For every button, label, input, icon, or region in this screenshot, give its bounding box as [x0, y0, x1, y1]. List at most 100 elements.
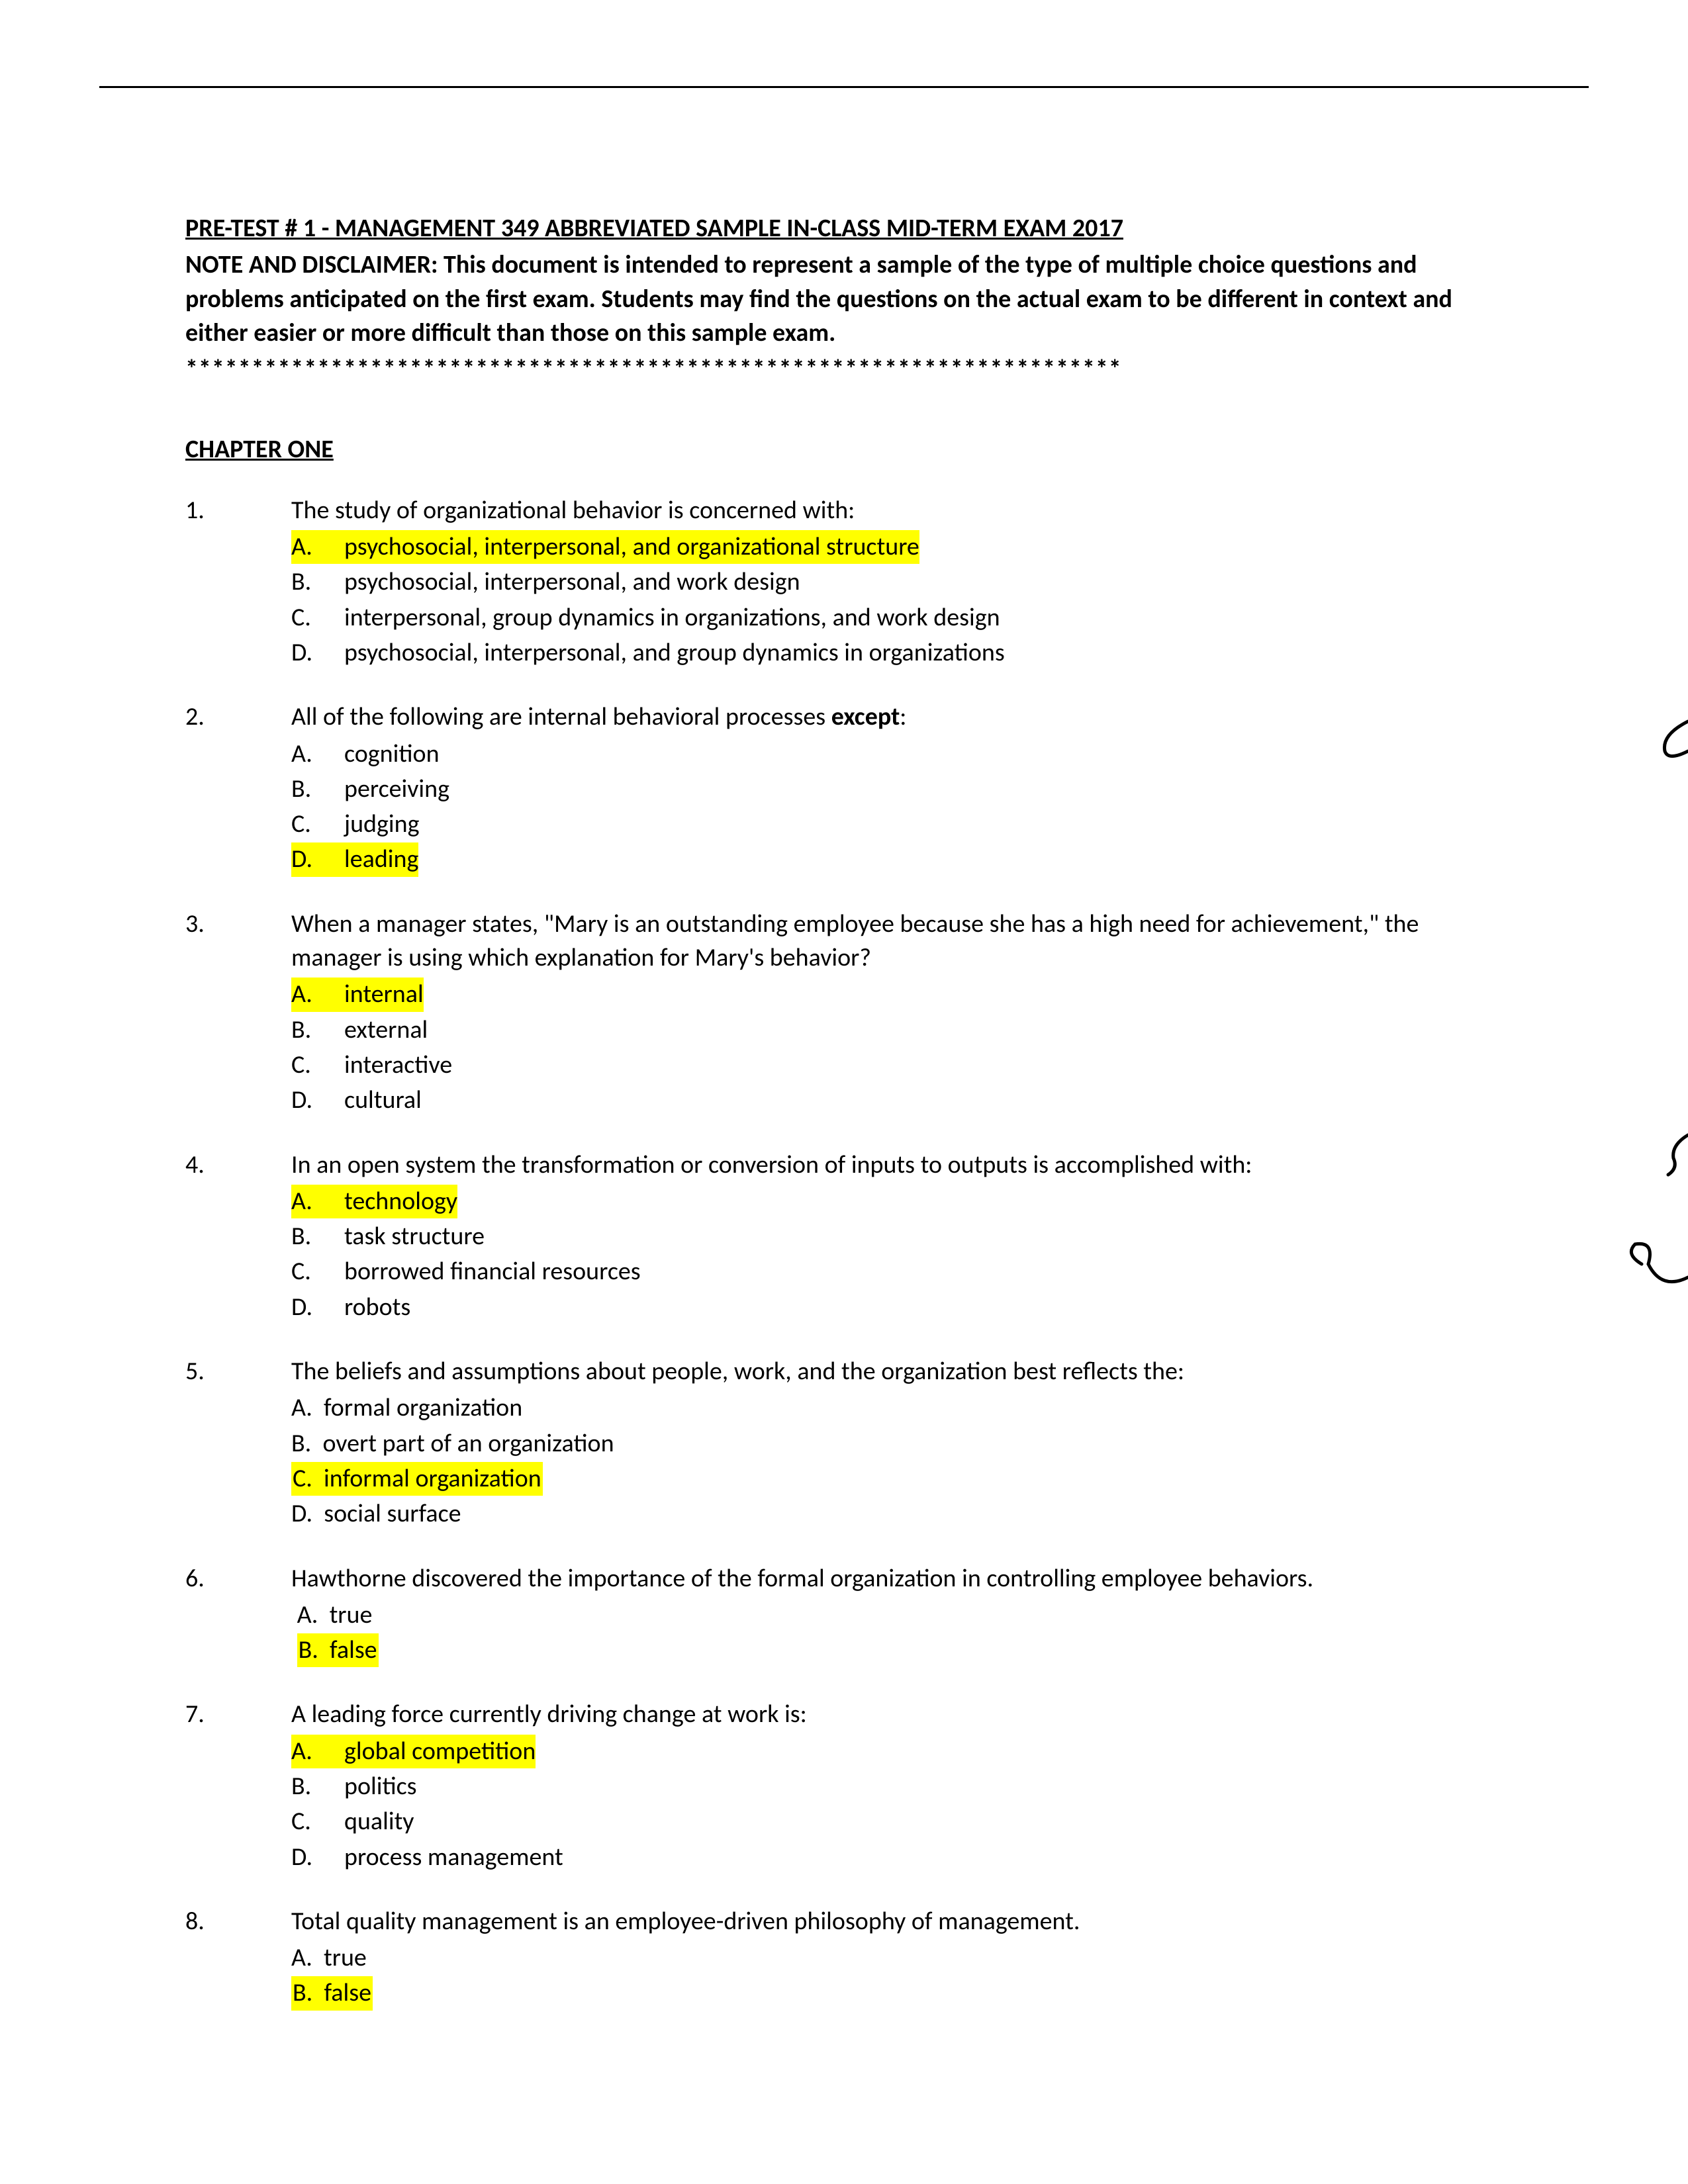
highlight: A.internal: [291, 978, 424, 1011]
option: B.task structure: [291, 1220, 1503, 1253]
option-inline: A. formal organization: [291, 1391, 522, 1425]
option: A.psychosocial, interpersonal, and organ…: [291, 530, 1503, 564]
question-stem: A leading force currently driving change…: [291, 1698, 1503, 1731]
option: C. informal organization: [291, 1462, 1503, 1496]
option-inline: D. social surface: [291, 1497, 461, 1531]
question-body: Total quality management is an employee-…: [291, 1905, 1503, 2011]
question-stem: All of the following are internal behavi…: [291, 700, 1503, 734]
question: 3.When a manager states, "Mary is an out…: [185, 907, 1503, 1118]
option: B.politics: [291, 1770, 1503, 1803]
page: PRE-TEST # 1 - MANAGEMENT 349 ABBREVIATE…: [0, 0, 1688, 2184]
option-text: psychosocial, interpersonal, and group d…: [344, 636, 1503, 670]
option-letter: A.: [291, 978, 344, 1011]
options: A. true B. false: [291, 1598, 1503, 1668]
chapter-heading: CHAPTER ONE: [185, 433, 1503, 467]
question-row: 5.The beliefs and assumptions about peop…: [185, 1355, 1503, 1531]
option: A.internal: [291, 978, 1503, 1011]
option: A. formal organization: [291, 1391, 1503, 1425]
highlight: B. false: [291, 1976, 373, 2010]
option-text: perceiving: [344, 772, 1503, 806]
highlight: B. false: [297, 1633, 379, 1667]
highlight: C. informal organization: [291, 1462, 543, 1496]
disclaimer-label: NOTE AND DISCLAIMER:: [185, 250, 444, 280]
option-letter: B.: [291, 1220, 344, 1253]
option: B.external: [291, 1013, 1503, 1047]
option-text: judging: [344, 807, 1503, 841]
question-number: 3.: [185, 907, 291, 941]
stem-part: All of the following are internal behavi…: [291, 702, 831, 732]
option: D.psychosocial, interpersonal, and group…: [291, 636, 1503, 670]
question: 1.The study of organizational behavior i…: [185, 494, 1503, 670]
highlight: A.psychosocial, interpersonal, and organ…: [291, 530, 919, 564]
option-text: process management: [344, 1841, 1503, 1874]
question-body: All of the following are internal behavi…: [291, 700, 1503, 876]
option-text: task structure: [344, 1220, 1503, 1253]
option-text: psychosocial, interpersonal, and organiz…: [344, 530, 919, 564]
question-row: 1.The study of organizational behavior i…: [185, 494, 1503, 670]
option: B. overt part of an organization: [291, 1427, 1503, 1461]
options: A.cognitionB.perceivingC.judgingD.leadin…: [291, 737, 1503, 877]
option: C.interpersonal, group dynamics in organ…: [291, 601, 1503, 635]
option-letter: C.: [291, 807, 344, 841]
option-letter: B.: [291, 565, 344, 599]
question: 5.The beliefs and assumptions about peop…: [185, 1355, 1503, 1531]
doodle-mark-icon: [1662, 1132, 1688, 1178]
option: D.leading: [291, 842, 1503, 876]
options: A.psychosocial, interpersonal, and organ…: [291, 530, 1503, 670]
option-text: psychosocial, interpersonal, and work de…: [344, 565, 1503, 599]
doodle-mark-icon: [1622, 1218, 1688, 1297]
stem-part: A leading force currently driving change…: [291, 1699, 807, 1729]
question-number: 7.: [185, 1698, 291, 1731]
option-letter: B.: [291, 1013, 344, 1047]
option-inline: A. true: [291, 1941, 367, 1975]
option-text: cultural: [344, 1083, 1503, 1117]
disclaimer: NOTE AND DISCLAIMER: This document is in…: [185, 248, 1503, 350]
doodle-mark-icon: [1648, 715, 1688, 774]
option-letter: D.: [291, 842, 344, 876]
option-letter: A.: [291, 530, 344, 564]
question-number: 6.: [185, 1562, 291, 1596]
stem-part: The beliefs and assumptions about people…: [291, 1356, 1184, 1387]
question: 4.In an open system the transformation o…: [185, 1148, 1503, 1324]
question-stem: The study of organizational behavior is …: [291, 494, 1503, 527]
option: D. social surface: [291, 1497, 1503, 1531]
option: B.perceiving: [291, 772, 1503, 806]
option-text: leading: [344, 842, 418, 876]
option-pad: [291, 1598, 297, 1632]
options: A. formal organizationB. overt part of a…: [291, 1391, 1503, 1531]
option: A.cognition: [291, 737, 1503, 771]
option: D.cultural: [291, 1083, 1503, 1117]
options: A.global competitionB.politicsC.qualityD…: [291, 1735, 1503, 1874]
option-letter: A.: [291, 1735, 344, 1768]
question-number: 2.: [185, 700, 291, 734]
option-letter: A.: [291, 1185, 344, 1218]
option-text: interactive: [344, 1048, 1503, 1082]
option: C.judging: [291, 807, 1503, 841]
question: 7.A leading force currently driving chan…: [185, 1698, 1503, 1874]
stem-part: Total quality management is an employee-…: [291, 1906, 1080, 1936]
question-body: A leading force currently driving change…: [291, 1698, 1503, 1874]
option: B. false: [291, 1976, 1503, 2010]
stem-part: except: [831, 702, 900, 732]
option-letter: C.: [291, 1255, 344, 1289]
options: A.internalB.externalC.interactiveD.cultu…: [291, 978, 1503, 1117]
question-body: The study of organizational behavior is …: [291, 494, 1503, 670]
option-inline: A. true: [297, 1598, 373, 1632]
question-row: 3.When a manager states, "Mary is an out…: [185, 907, 1503, 1118]
option: A.technology: [291, 1185, 1503, 1218]
option-text: borrowed financial resources: [344, 1255, 1503, 1289]
highlight: A.technology: [291, 1185, 457, 1218]
option-text: internal: [344, 978, 424, 1011]
option-text: robots: [344, 1291, 1503, 1324]
option-text: politics: [344, 1770, 1503, 1803]
question-stem: Hawthorne discovered the importance of t…: [291, 1562, 1503, 1596]
option-pad: [291, 1633, 297, 1667]
option-letter: D.: [291, 636, 344, 670]
option-text: global competition: [344, 1735, 536, 1768]
option: C.interactive: [291, 1048, 1503, 1082]
question-number: 4.: [185, 1148, 291, 1182]
option-letter: C.: [291, 1805, 344, 1839]
stem-part: In an open system the transformation or …: [291, 1150, 1252, 1180]
question-number: 8.: [185, 1905, 291, 1938]
option-letter: D.: [291, 1841, 344, 1874]
